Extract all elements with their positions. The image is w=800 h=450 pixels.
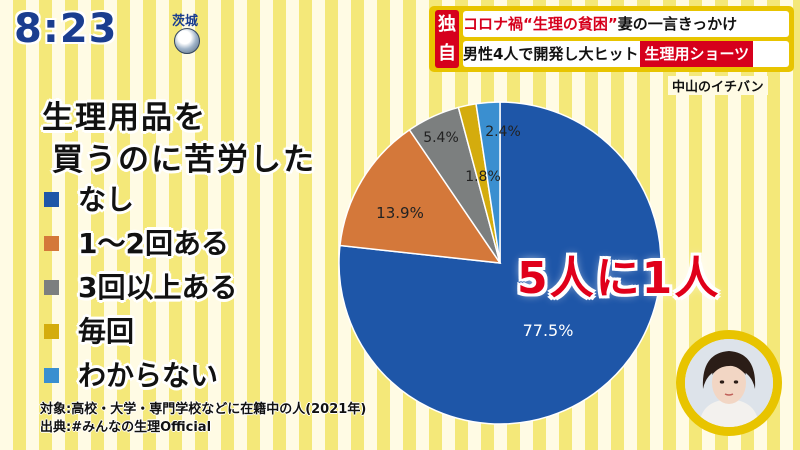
chart-title-line-1: 生理用品を xyxy=(42,100,207,136)
footnote-source: 出典:#みんなの生理Official xyxy=(40,420,212,435)
weather-icon xyxy=(174,28,200,54)
legend-swatch xyxy=(44,280,59,295)
pie-data-label: 1.8% xyxy=(465,169,501,185)
legend-swatch xyxy=(44,236,59,251)
headline-red-text: コロナ禍“生理の貧困” xyxy=(463,15,618,33)
pie-data-label: 77.5% xyxy=(523,321,574,340)
legend-swatch xyxy=(44,192,59,207)
headline-tag: 生理用ショーツ xyxy=(640,41,754,67)
pie-data-label: 5.4% xyxy=(423,130,459,146)
legend-label: わからない xyxy=(78,359,219,392)
news-headline: 独自 コロナ禍“生理の貧困”妻の一言きっかけ 男性4人で開発し大ヒット 生理用ショ… xyxy=(429,6,794,72)
legend-label: 1〜2回ある xyxy=(78,227,229,260)
region-label: 茨城 xyxy=(172,14,199,29)
chart-title-line-2: 買うのに苦労した xyxy=(52,142,316,178)
presenter-photo xyxy=(685,339,773,427)
legend-label: 3回以上ある xyxy=(78,271,238,304)
corner-label: 中山のイチバン xyxy=(668,76,768,95)
headline-line-1: コロナ禍“生理の貧困”妻の一言きっかけ xyxy=(463,11,789,37)
exclusive-badge: 独自 xyxy=(435,10,459,68)
legend-label: なし xyxy=(78,183,135,216)
clock-time: 8:23 xyxy=(14,6,118,52)
clock: 8:23 茨城 xyxy=(14,6,200,56)
pie-data-label: 13.9% xyxy=(376,204,424,222)
highlight-callout: 5人に1人 xyxy=(517,253,721,304)
pie-slice xyxy=(339,128,502,264)
pie-slice xyxy=(475,101,501,264)
headline-line-2: 男性4人で開発し大ヒット 生理用ショーツ xyxy=(463,41,789,67)
presenter-illustration xyxy=(685,339,773,427)
legend-swatch xyxy=(44,324,59,339)
legend-swatch xyxy=(44,368,59,383)
footnote-subject: 対象:高校・大学・専門学校などに在籍中の人(2021年) xyxy=(40,402,367,417)
pie-data-label: 2.4% xyxy=(485,124,521,140)
presenter-avatar xyxy=(676,330,782,436)
headline-subtext: 男性4人で開発し大ヒット xyxy=(463,45,639,63)
headline-black-text: 妻の一言きっかけ xyxy=(617,15,738,33)
legend-label: 毎回 xyxy=(78,315,135,348)
